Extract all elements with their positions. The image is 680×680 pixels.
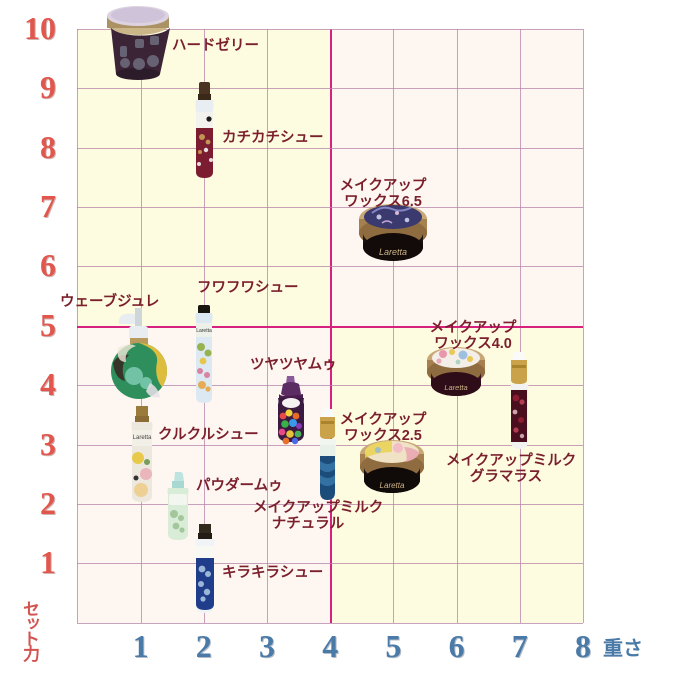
svg-text:Laretta: Laretta — [444, 383, 467, 392]
svg-text:Laretta: Laretta — [196, 328, 212, 334]
svg-text:Laretta: Laretta — [380, 481, 405, 490]
svg-text:Laretta: Laretta — [379, 247, 407, 257]
svg-text:Laretta: Laretta — [133, 435, 152, 441]
